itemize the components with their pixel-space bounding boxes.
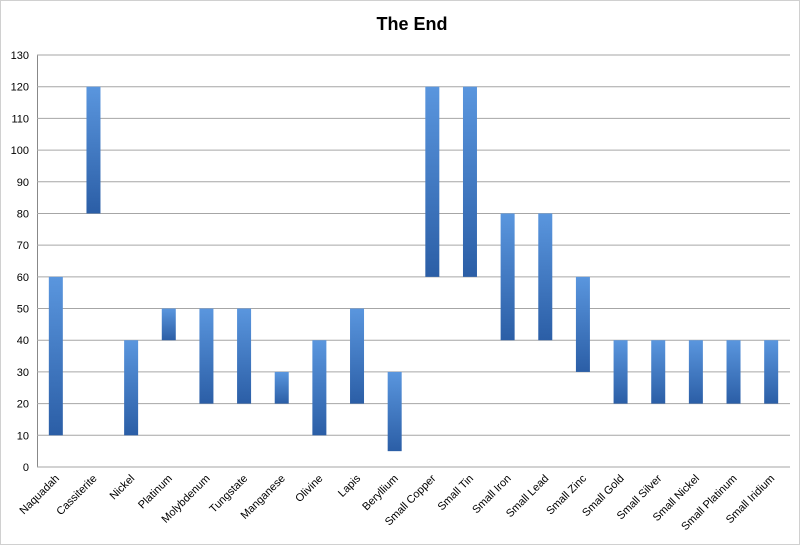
bar <box>124 340 139 436</box>
bar <box>651 340 666 404</box>
y-tick-label: 50 <box>17 304 29 316</box>
y-tick-label: 60 <box>17 272 29 284</box>
y-tick-label: 130 <box>11 50 29 62</box>
bar <box>387 371 402 452</box>
chart-title: The End <box>377 14 448 34</box>
bar <box>161 308 176 341</box>
bar <box>575 276 590 372</box>
y-tick-label: 80 <box>17 208 29 220</box>
y-tick-label: 110 <box>11 113 29 125</box>
bar <box>199 308 214 404</box>
y-tick-label: 100 <box>11 145 29 157</box>
bar <box>237 308 252 404</box>
bar <box>613 340 628 404</box>
y-tick-label: 120 <box>11 82 29 94</box>
bar <box>274 371 289 404</box>
y-tick-label: 30 <box>17 367 29 379</box>
bar <box>462 86 477 277</box>
bar <box>350 308 365 404</box>
bar <box>764 340 779 404</box>
bar <box>48 276 63 436</box>
bar <box>425 86 440 277</box>
bar <box>86 86 101 214</box>
y-tick-label: 0 <box>23 462 29 474</box>
y-tick-label: 10 <box>17 430 29 442</box>
bar <box>538 213 553 341</box>
y-tick-label: 90 <box>17 177 29 189</box>
y-tick-label: 70 <box>17 240 29 252</box>
y-tick-label: 20 <box>17 399 29 411</box>
bar <box>726 340 741 404</box>
y-tick-label: 40 <box>17 335 29 347</box>
bar <box>500 213 515 341</box>
bar <box>312 340 327 436</box>
bar <box>688 340 703 404</box>
